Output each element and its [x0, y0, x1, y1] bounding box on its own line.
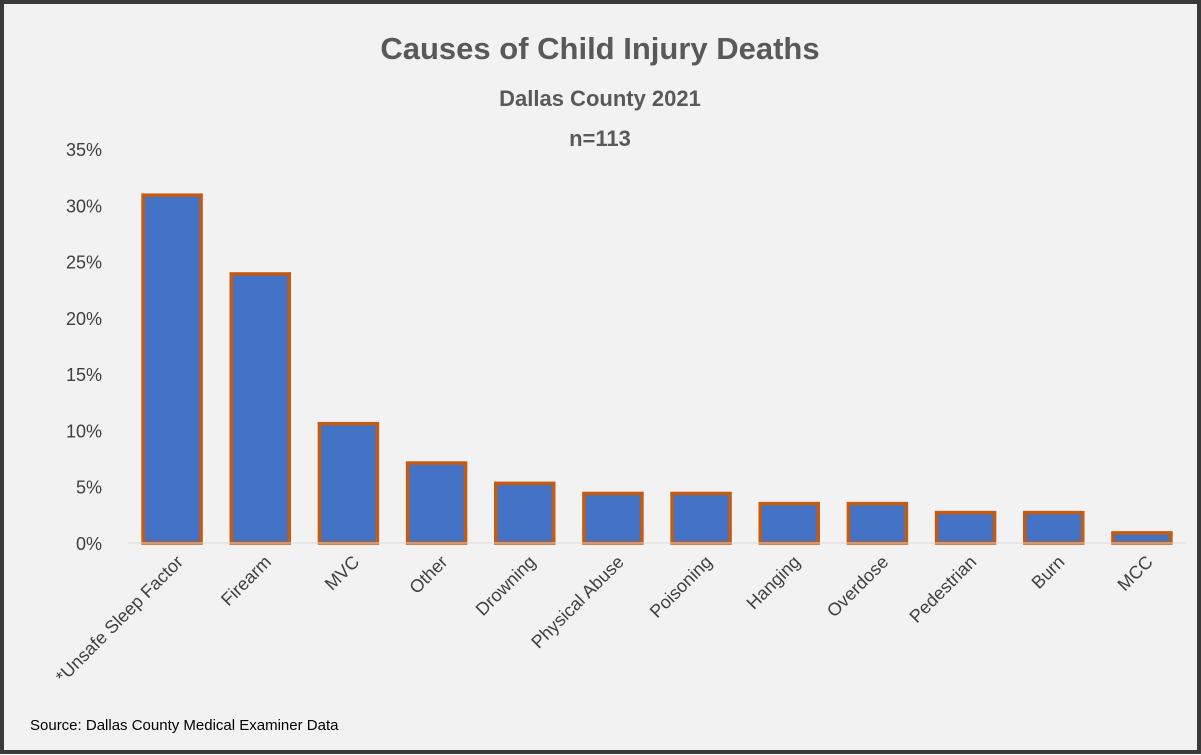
y-tick-label: 30% [66, 196, 102, 216]
bar-chart: Causes of Child Injury Deaths Dallas Cou… [30, 31, 1186, 734]
bar [934, 510, 997, 545]
y-tick-label: 25% [66, 253, 102, 273]
y-tick-label: 35% [66, 140, 102, 160]
x-tick-label: Hanging [743, 552, 805, 614]
x-tick-label: *Unsafe Sleep Factor [52, 552, 187, 687]
x-tick-label: MCC [1114, 552, 1157, 595]
x-axis: *Unsafe Sleep Factor Firearm MVC Other Drown… [52, 552, 1157, 687]
y-tick-label: 0% [76, 534, 102, 554]
bar [670, 491, 732, 545]
bar [141, 193, 203, 545]
x-tick-label: MVC [321, 552, 363, 594]
bar [1023, 510, 1085, 545]
source-note: Source: Dallas County Medical Examiner D… [30, 717, 339, 734]
bar [758, 501, 820, 545]
bar [1111, 531, 1173, 545]
x-tick-label: Other [405, 552, 451, 598]
y-tick-label: 5% [76, 478, 102, 498]
y-tick-label: 15% [66, 365, 102, 385]
chart-title: Causes of Child Injury Deaths [380, 31, 819, 66]
x-tick-label: Physical Abuse [527, 552, 627, 652]
y-tick-label: 10% [66, 421, 102, 441]
bar [317, 421, 380, 545]
y-axis: 0% 5% 10% 15% 20% 25% 30% 35% [66, 140, 102, 554]
bar [405, 461, 468, 545]
chart-subtitle: Dallas County 2021 [499, 86, 701, 111]
bar [582, 491, 644, 545]
x-tick-label: Overdose [823, 552, 892, 621]
bar [494, 481, 556, 545]
bar [846, 501, 909, 545]
bar [229, 272, 291, 545]
chart-sample-size: n=113 [569, 126, 631, 151]
x-tick-label: Burn [1028, 552, 1069, 593]
bars [141, 193, 1173, 545]
x-tick-label: Poisoning [646, 552, 716, 622]
x-tick-label: Firearm [217, 552, 275, 610]
y-tick-label: 20% [66, 309, 102, 329]
x-tick-label: Pedestrian [905, 552, 980, 627]
x-tick-label: Drowning [472, 552, 540, 620]
